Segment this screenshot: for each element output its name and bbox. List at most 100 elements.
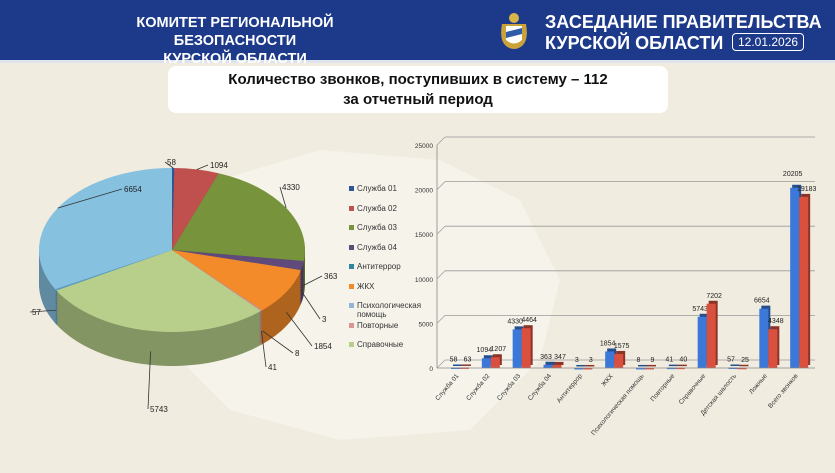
bar-data-label: 1575	[614, 343, 630, 350]
y-tick-label: 0	[429, 366, 433, 373]
bar-data-label: 347	[554, 354, 566, 361]
bar	[512, 329, 522, 368]
bar-data-label: 19183	[797, 186, 817, 193]
legend-label: Антитеррор	[357, 262, 401, 271]
bar-data-label: 8	[637, 357, 641, 364]
government-title-line2: КУРСКОЙ ОБЛАСТИ	[545, 33, 724, 53]
legend-label: ЖКХ	[357, 281, 375, 291]
pie-leader-line	[57, 188, 123, 209]
slide-title: Количество звонков, поступивших в систем…	[168, 66, 668, 113]
pie-slice	[172, 173, 305, 261]
pie-data-label: 41	[268, 363, 277, 372]
pie-leader-line	[302, 275, 323, 287]
bar-side	[677, 364, 687, 367]
y-tick-label: 20000	[415, 188, 433, 195]
bar-data-label: 63	[464, 356, 472, 363]
bar	[605, 351, 615, 368]
pie-data-label: 3	[322, 315, 327, 324]
bar-side	[730, 364, 740, 366]
bar	[552, 364, 562, 368]
pie-leader-line	[300, 290, 321, 320]
legend-item: Служба 01	[349, 184, 427, 204]
x-tick-label: Служба 02	[464, 372, 491, 402]
y-tick-label: 15000	[415, 232, 433, 239]
bar	[737, 367, 747, 370]
bar-side	[585, 364, 595, 367]
bar-side	[554, 361, 564, 365]
bar-data-label: 58	[450, 356, 458, 363]
legend-swatch	[349, 244, 354, 250]
bar-side	[739, 364, 749, 367]
pie-slice	[172, 250, 301, 271]
y-tick-label: 10000	[415, 277, 433, 284]
bar-data-label: 6654	[754, 298, 770, 305]
legend-label: Справочные	[357, 340, 404, 349]
bar	[706, 303, 716, 368]
pie-slice	[172, 250, 263, 312]
bar-data-label: 1854	[600, 340, 616, 347]
committee-title: КОМИТЕТ РЕГИОНАЛЬНОЙ БЕЗОПАСНОСТИ КУРСКО…	[90, 14, 380, 68]
pie-data-label: 1854	[314, 342, 332, 351]
gridline-depth	[436, 270, 446, 280]
bar-data-label: 4330	[507, 318, 523, 325]
legend-label: Служба 03	[357, 223, 397, 232]
legend-item: Антитеррор	[349, 262, 427, 282]
y-tick-label: 5000	[419, 321, 434, 328]
bar-data-label: 4464	[521, 317, 537, 324]
bar	[614, 353, 624, 368]
legend-item: Служба 04	[349, 243, 427, 263]
pie-data-label: 5743	[150, 405, 168, 414]
legend-swatch	[349, 186, 354, 191]
slide-title-line2: за отчетный период	[343, 91, 493, 108]
legend-item: Справочные	[349, 340, 427, 360]
x-tick-label: Ложные	[748, 373, 769, 396]
gridline-depth	[436, 225, 446, 235]
pie-leader-line	[164, 161, 174, 169]
legend-item: Психологическая помощь	[349, 301, 427, 321]
x-tick-label: ЖКХ	[600, 372, 615, 388]
bar-data-label: 4348	[768, 318, 784, 325]
bar-data-label: 20205	[783, 171, 803, 178]
x-tick-label: Служба 01	[434, 372, 461, 402]
pie-data-label: 6654	[124, 185, 142, 194]
pie-leader-line	[279, 186, 287, 209]
pie-data-label: 1094	[210, 161, 228, 170]
bar	[481, 358, 491, 368]
bar-data-label: 25	[741, 357, 749, 364]
bar	[790, 187, 800, 368]
bar	[574, 367, 584, 370]
pie-leader-line	[286, 312, 313, 347]
pie-slice	[172, 168, 219, 250]
government-title-line1: ЗАСЕДАНИЕ ПРАВИТЕЛЬСТВА	[545, 12, 822, 32]
pie-data-label: 58	[167, 158, 176, 167]
pie-slice	[39, 168, 173, 290]
y-tick-label: 25000	[415, 143, 433, 150]
gridline-depth	[436, 359, 446, 369]
bar-side	[576, 364, 586, 367]
pie-slice	[172, 250, 263, 311]
bar-data-label: 1094	[477, 347, 493, 354]
pie-leader-line	[196, 164, 209, 170]
bar	[799, 196, 809, 368]
legend-label: Служба 04	[357, 242, 397, 252]
bar	[521, 328, 531, 368]
pie-data-label: 57	[32, 308, 41, 317]
legend-item: Повторные	[349, 321, 427, 341]
bar-side	[462, 364, 471, 366]
pie-data-label: 4330	[282, 183, 300, 192]
gridline-depth	[436, 181, 446, 190]
bar-side	[638, 364, 647, 367]
government-title: ЗАСЕДАНИЕ ПРАВИТЕЛЬСТВА КУРСКОЙ ОБЛАСТИ	[545, 12, 822, 54]
legend-swatch	[349, 322, 354, 328]
x-tick-label: Повторные	[649, 372, 676, 403]
bar-data-label: 7202	[706, 293, 722, 300]
pie-slice	[56, 250, 261, 332]
legend-item: Служба 03	[349, 223, 427, 243]
legend-label: Повторные	[357, 320, 399, 330]
kursk-coat-of-arms-icon	[501, 13, 527, 49]
bar	[759, 308, 769, 368]
bar-data-label: 9	[651, 357, 655, 364]
bar-data-label: 363	[540, 354, 552, 361]
x-tick-label: Служба 04	[526, 372, 553, 402]
